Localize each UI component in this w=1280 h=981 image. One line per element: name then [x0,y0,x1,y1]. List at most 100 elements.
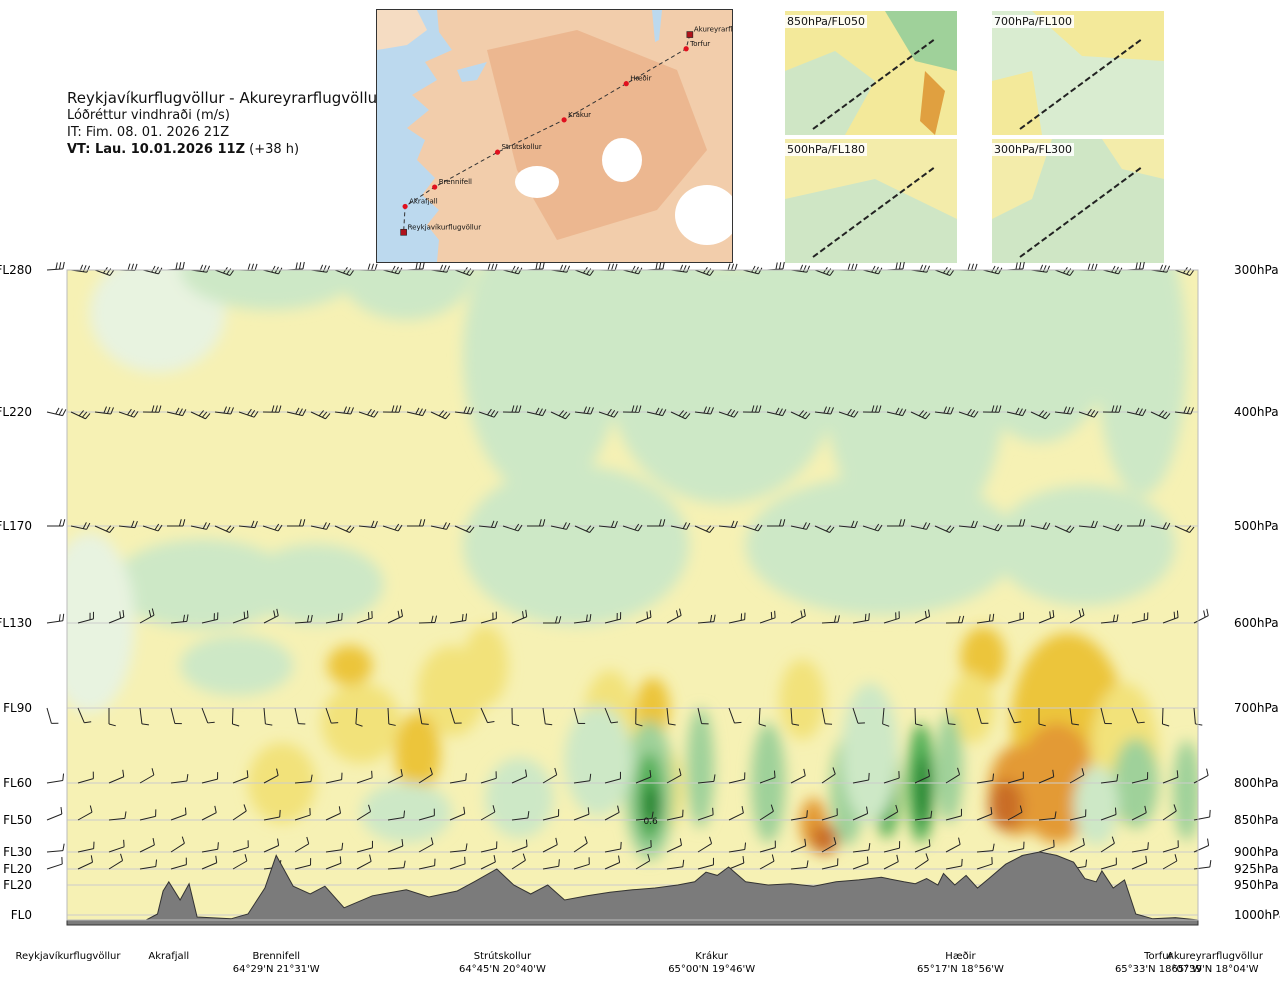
wind-barb [670,522,691,530]
field-blob [564,705,633,816]
plot-frame [66,269,1199,921]
wind-barb [382,523,403,532]
wind-barb [635,853,651,870]
wind-barb [480,805,496,821]
wind-barb [759,610,776,624]
terrain-profile [66,851,1199,926]
wind-barb [1150,410,1171,420]
wind-barb [454,267,475,276]
wind-barb [358,408,379,418]
wind-barb [387,769,403,784]
wind-barb [511,811,530,821]
pressure-label: 300hPa [1234,263,1279,277]
map-place-label: Krákur [568,111,591,119]
wind-barb [201,805,217,821]
wind-barb [418,858,436,870]
wind-barb [294,774,313,784]
wind-barb [666,859,685,870]
mini-map-700: 700hPa/FL100 [992,11,1164,135]
wind-barb [694,525,715,533]
wind-barb [976,613,995,624]
wind-barb [790,860,809,870]
wind-barb [759,770,776,784]
flight-level-label: FL280 [0,263,32,277]
wind-barb [478,408,499,418]
wind-barb [46,857,63,870]
wind-barb [910,410,931,420]
location-coord: 65°39'N 18°04'W [1172,964,1259,975]
wind-barb [1150,522,1171,530]
wind-barb [982,265,1003,275]
map-place-label: Torfur [689,40,710,48]
wind-barb [356,804,372,821]
wind-barb [728,806,744,821]
route-overview-map: Akureyrarflugvöllur Torfur Hæðir Krákur Strú… [376,9,733,263]
wind-barb [887,519,906,527]
wind-barb [758,707,766,727]
wind-barb [821,707,833,725]
wind-barb [511,609,528,624]
wind-barb [718,520,738,529]
wind-barb [94,525,115,533]
wind-barb [1069,838,1085,853]
wind-barb [886,407,907,417]
wind-barb [852,806,869,821]
wind-barb [821,837,837,853]
mini-map-500: 500hPa/FL180 [785,139,957,263]
wind-barb [759,804,774,821]
wind-barb [454,525,475,533]
wind-barb [1100,614,1119,624]
wind-barb [142,405,162,413]
wind-barb [647,519,666,527]
pressure-level-labels: FL280 300hPa FL220 400hPa FL170 500hPa FL130 60… [0,263,1280,922]
wind-barb [1161,707,1170,727]
wind-barb [478,520,498,529]
wind-barb [1030,522,1051,530]
wind-barb [718,408,739,418]
wind-barb [635,707,643,727]
wind-barb [294,614,313,624]
wind-barb [1078,408,1099,418]
wind-barb [1069,707,1079,726]
wind-barb [1054,525,1075,533]
wind-barb [814,525,835,533]
field-blob [112,539,294,630]
mini-map-label: 300hPa/FL300 [992,143,1075,156]
wind-barb [232,804,247,821]
wind-barb [77,855,93,870]
wind-barb [77,611,94,624]
pressure-label: 850hPa [1234,813,1279,827]
wind-barb [1100,836,1115,853]
wind-barb [108,853,124,870]
wind-barb [635,811,654,821]
wind-barb [449,773,467,784]
wind-barb [449,707,462,724]
wind-barb [1102,265,1123,275]
wind-barb [622,405,642,413]
field-blob [994,485,1176,606]
wind-barb [139,859,158,870]
wind-barb [1069,809,1087,821]
wind-barb [449,856,466,870]
wind-barb [454,406,474,415]
wind-barb [108,811,127,821]
waypoint-marker [402,203,408,210]
wind-barb [480,841,498,853]
vertical-velocity-field [67,270,1198,861]
wind-barb [47,519,66,527]
wind-barb [387,810,406,821]
wind-barb [1069,768,1085,784]
wind-barb [214,525,235,533]
chart-title-block: Reykjavíkurflugvöllur - Akureyrarflugvöl… [67,90,383,158]
wind-barb [914,839,931,853]
map-glacier [602,138,642,182]
wind-barb [1174,406,1194,415]
pressure-label: 925hPa [1234,862,1279,876]
location-name: Akrafjall [148,951,189,962]
wind-barb [108,769,125,784]
wind-barb [1131,612,1149,624]
wind-barb [1193,707,1203,726]
wind-barb [728,772,746,784]
wind-barb [418,615,438,624]
wind-barb [262,523,283,532]
